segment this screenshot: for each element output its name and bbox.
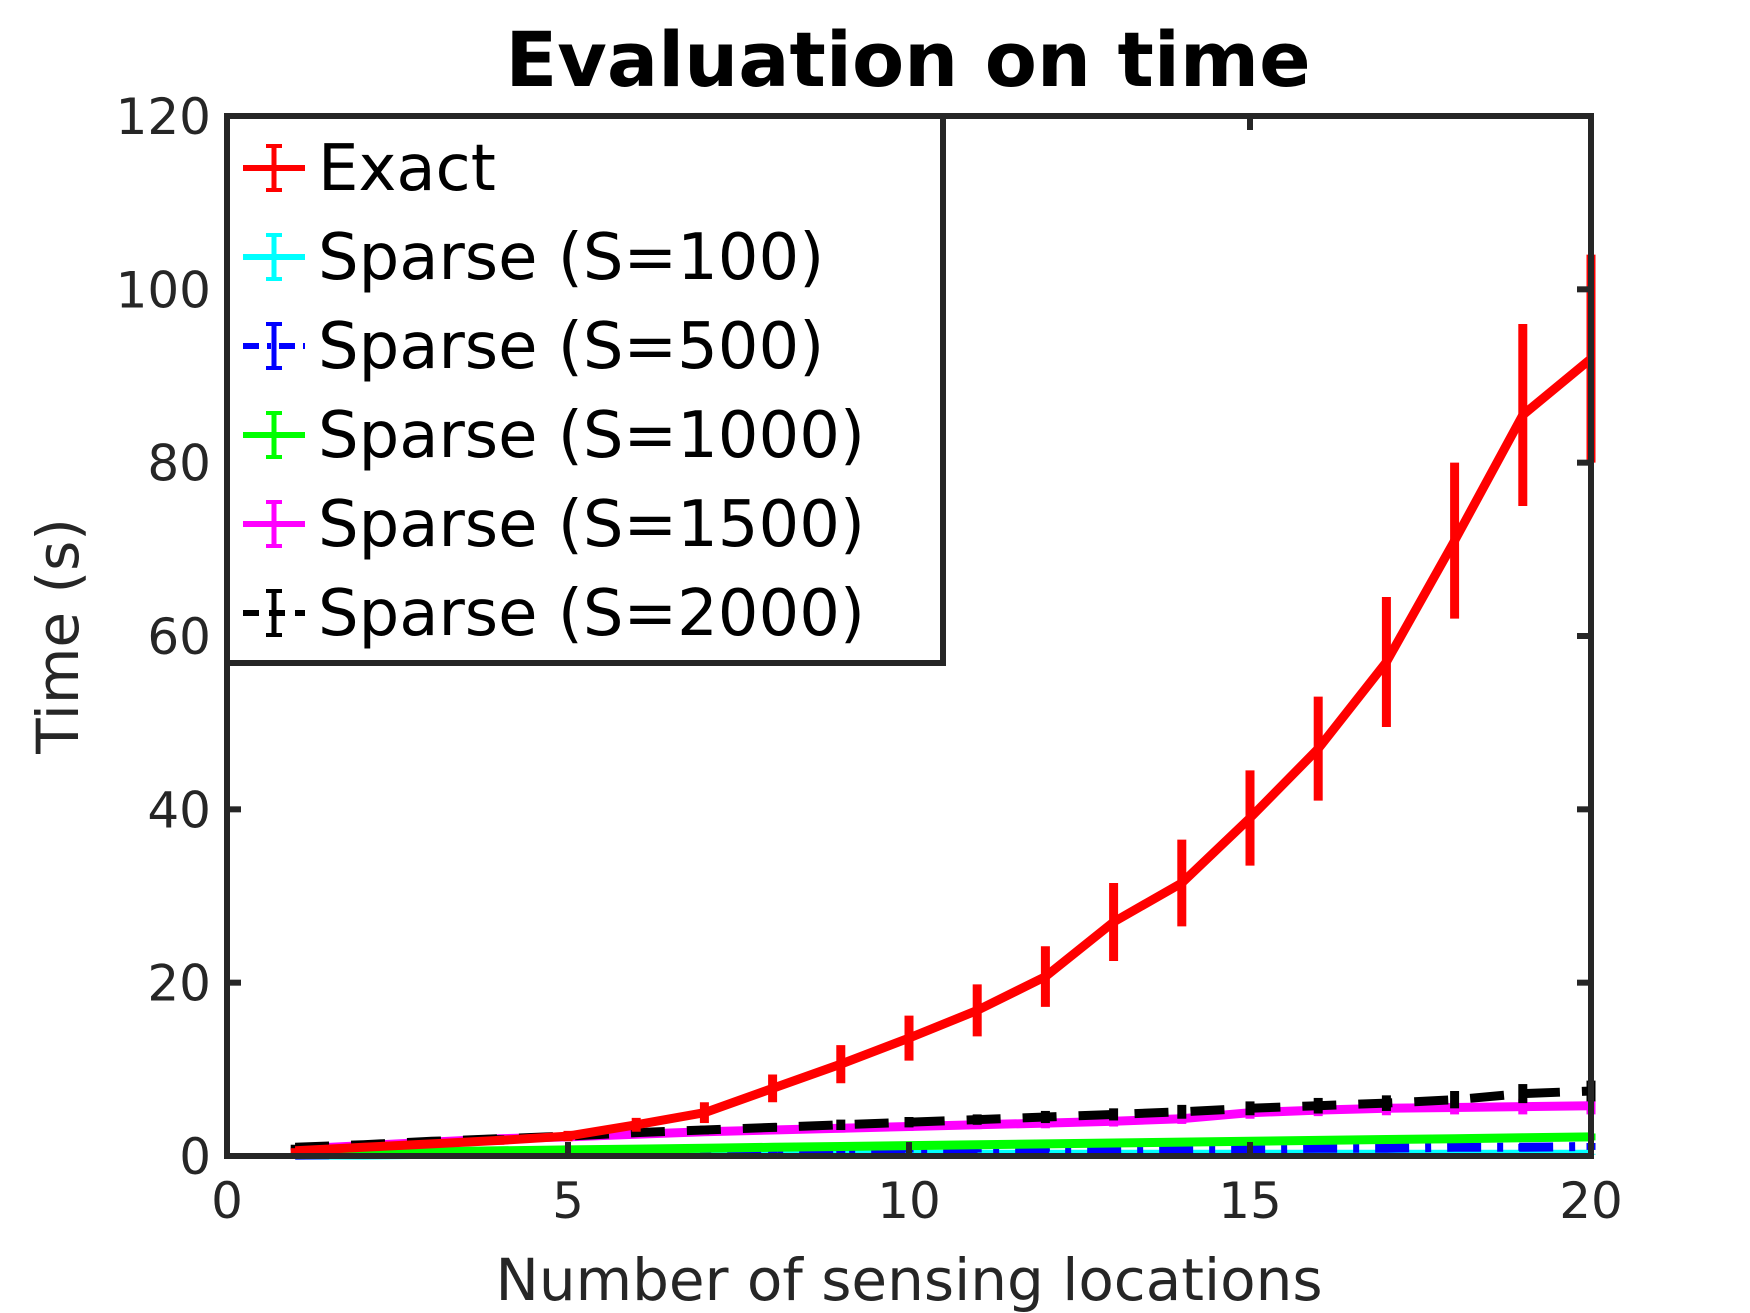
legend-entry: Sparse (S=1000) [243, 399, 865, 473]
data-point [1111, 1141, 1116, 1145]
data-point [429, 1149, 434, 1154]
data-point [1384, 1146, 1389, 1151]
data-point [1111, 1112, 1116, 1117]
data-point [975, 1117, 980, 1122]
y-tick-label: 100 [116, 261, 211, 319]
data-point [907, 1120, 911, 1125]
data-point [975, 1142, 980, 1147]
data-point [1179, 1109, 1184, 1114]
x-tick-label: 0 [211, 1172, 243, 1230]
data-point [1384, 1101, 1389, 1106]
data-point [838, 1122, 843, 1127]
data-point [1452, 538, 1457, 543]
data-point [1043, 1147, 1048, 1152]
data-point [838, 1062, 843, 1067]
data-point [975, 1008, 980, 1013]
data-point [702, 1128, 707, 1132]
data-point [566, 1134, 570, 1139]
data-point [1179, 881, 1184, 885]
data-point [1520, 1135, 1525, 1140]
data-point [634, 1122, 639, 1127]
x-axis-label: Number of sensing locations [495, 1246, 1322, 1313]
data-point [1316, 746, 1321, 751]
data-point [1316, 1103, 1321, 1108]
legend-box [224, 113, 946, 666]
x-tick-label: 15 [1218, 1172, 1282, 1230]
legend-entry: Sparse (S=500) [243, 310, 824, 384]
legend: Exact Sparse (S=100) Sparse (S=500) Sparse … [224, 113, 946, 666]
y-tick-label: 20 [147, 955, 211, 1013]
data-point [770, 1145, 775, 1150]
data-point [1520, 1091, 1525, 1096]
legend-entry: Exact [243, 132, 496, 206]
data-point [1452, 1097, 1457, 1102]
data-point [838, 1144, 843, 1149]
legend-label: Sparse (S=2000) [318, 577, 865, 651]
data-point [1248, 1106, 1252, 1111]
series-line-sparse-s-2000 [295, 1086, 1592, 1152]
data-point [1316, 1138, 1321, 1143]
series-line-exact [294, 355, 1594, 1156]
legend-label: Sparse (S=500) [318, 310, 824, 384]
data-point [907, 1036, 911, 1041]
data-point [361, 1145, 366, 1150]
series-line-sparse-s-1000 [295, 1132, 1592, 1158]
legend-entry: Sparse (S=100) [243, 221, 824, 295]
data-point [497, 1138, 502, 1143]
data-point [1384, 660, 1389, 664]
data-point [1316, 1146, 1321, 1151]
data-point [1111, 920, 1116, 924]
data-point [1043, 1115, 1048, 1119]
data-point [293, 1148, 298, 1153]
data-point [1043, 974, 1048, 979]
data-point [1520, 1145, 1525, 1150]
data-point [1043, 1141, 1048, 1146]
data-point [1111, 1147, 1116, 1152]
legend-label: Sparse (S=1000) [318, 399, 865, 473]
data-point [497, 1148, 502, 1153]
legend-label: Sparse (S=1500) [318, 488, 865, 562]
legend-entry: Sparse (S=1500) [243, 488, 865, 562]
data-point [770, 1125, 775, 1130]
data-point [429, 1141, 434, 1146]
x-tick-label: 5 [552, 1172, 584, 1230]
y-tick-label: 80 [147, 435, 211, 493]
legend-label: Exact [318, 132, 496, 206]
data-point [634, 1147, 639, 1152]
x-tick-label: 10 [877, 1172, 941, 1230]
legend-label: Sparse (S=100) [318, 221, 824, 295]
data-point [1179, 1140, 1184, 1145]
data-point [1248, 816, 1252, 820]
data-point [975, 1148, 980, 1153]
y-tick-label: 0 [179, 1128, 211, 1186]
data-point [702, 1146, 707, 1151]
x-tick-label: 20 [1559, 1172, 1623, 1230]
data-point [1452, 1145, 1457, 1150]
data-point [1179, 1147, 1184, 1152]
data-point [1452, 1136, 1457, 1141]
y-tick-label: 40 [147, 781, 211, 839]
y-tick-label: 120 [116, 88, 211, 146]
data-point [1520, 1104, 1525, 1109]
y-axis-label: Time (s) [24, 518, 92, 755]
data-point [1520, 413, 1525, 417]
y-tick-label: 60 [147, 608, 211, 666]
data-point [1384, 1137, 1389, 1142]
data-point [770, 1086, 775, 1091]
legend-entry: Sparse (S=2000) [243, 577, 865, 651]
data-point [702, 1110, 707, 1115]
chart-title: Evaluation on time [505, 15, 1310, 104]
